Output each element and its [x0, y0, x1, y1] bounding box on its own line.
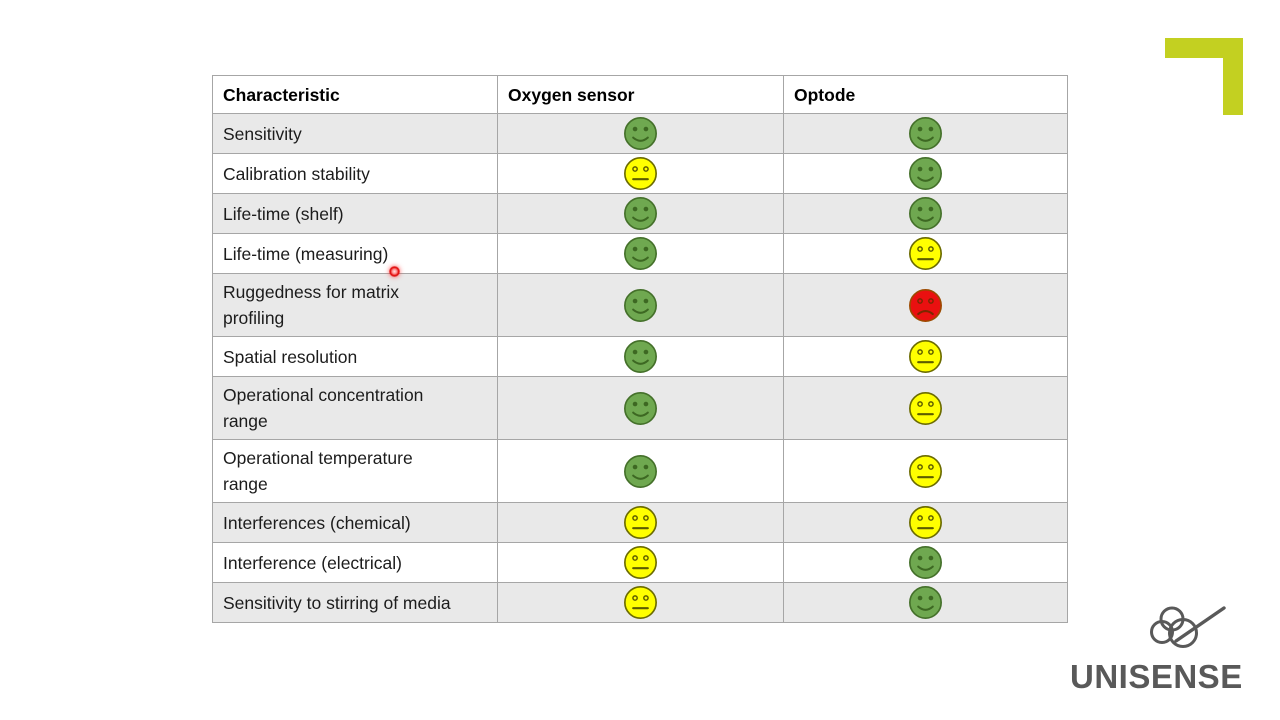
characteristic-cell: Spatial resolution: [212, 336, 498, 377]
characteristic-label: Calibration stability: [223, 163, 370, 184]
yellow-neutral-face-icon: [624, 546, 657, 579]
optode-rating-cell: [783, 542, 1068, 583]
company-logo: UNISENSE: [1068, 598, 1268, 698]
yellow-neutral-face-icon: [909, 237, 942, 270]
green-smiley-face-icon: [624, 197, 657, 230]
company-logo-text: UNISENSE: [1070, 658, 1243, 695]
yellow-neutral-face-icon: [624, 506, 657, 539]
comparison-table-wrap: Characteristic Oxygen sensor Optode Sensit…: [212, 75, 1068, 623]
green-smiley-face-icon: [909, 586, 942, 619]
optode-rating-cell: [783, 376, 1068, 440]
table-row: Operational temperature range: [212, 439, 1068, 503]
green-smiley-face-icon: [624, 340, 657, 373]
characteristic-cell: Sensitivity to stirring of media: [212, 582, 498, 623]
green-smiley-face-icon: [909, 197, 942, 230]
table-row: Spatial resolution: [212, 336, 1068, 377]
oxygen-sensor-rating-cell: [497, 502, 784, 543]
optode-rating-cell: [783, 502, 1068, 543]
green-smiley-face-icon: [624, 454, 657, 488]
table-row: Life-time (shelf): [212, 193, 1068, 234]
yellow-neutral-face-icon: [909, 454, 942, 488]
characteristic-cell: Life-time (shelf): [212, 193, 498, 234]
characteristic-cell: Interferences (chemical): [212, 502, 498, 543]
characteristic-cell: Interference (electrical): [212, 542, 498, 583]
column-header-oxygen-sensor: Oxygen sensor: [497, 75, 784, 114]
yellow-neutral-face-icon: [909, 391, 942, 425]
optode-rating-cell: [783, 233, 1068, 274]
characteristic-label: Operational temperature range: [223, 448, 413, 494]
optode-rating-cell: [783, 582, 1068, 623]
oxygen-sensor-rating-cell: [497, 113, 784, 154]
optode-rating-cell: [783, 336, 1068, 377]
characteristic-label: Operational concentration range: [223, 385, 424, 431]
oxygen-sensor-rating-cell: [497, 439, 784, 503]
column-header-optode: Optode: [783, 75, 1068, 114]
characteristic-cell: Ruggedness for matrix profiling: [212, 273, 498, 337]
yellow-neutral-face-icon: [624, 586, 657, 619]
characteristic-label: Life-time (measuring): [223, 243, 389, 264]
red-frown-face-icon: [909, 288, 942, 322]
characteristic-cell: Life-time (measuring): [212, 233, 498, 274]
oxygen-sensor-rating-cell: [497, 153, 784, 194]
green-smiley-face-icon: [624, 237, 657, 270]
comparison-table: Characteristic Oxygen sensor Optode Sensit…: [212, 75, 1068, 623]
optode-rating-cell: [783, 113, 1068, 154]
green-smiley-face-icon: [624, 391, 657, 425]
optode-rating-cell: [783, 273, 1068, 337]
table-row: Ruggedness for matrix profiling: [212, 273, 1068, 337]
header-row: Characteristic Oxygen sensor Optode: [212, 75, 1068, 114]
corner-bracket-accent: [1165, 38, 1243, 115]
characteristic-label: Life-time (shelf): [223, 203, 344, 224]
laser-pointer-dot: [389, 266, 400, 277]
table-row: Operational concentration range: [212, 376, 1068, 440]
table-row: Interferences (chemical): [212, 502, 1068, 543]
table-row: Sensitivity: [212, 113, 1068, 154]
oxygen-sensor-rating-cell: [497, 376, 784, 440]
unisense-cells-needle-icon: [1150, 606, 1226, 648]
oxygen-sensor-rating-cell: [497, 582, 784, 623]
green-smiley-face-icon: [909, 117, 942, 150]
table-row: Calibration stability: [212, 153, 1068, 194]
characteristic-label: Ruggedness for matrix profiling: [223, 282, 400, 328]
oxygen-sensor-rating-cell: [497, 542, 784, 583]
green-smiley-face-icon: [624, 117, 657, 150]
characteristic-cell: Sensitivity: [212, 113, 498, 154]
characteristic-cell: Operational concentration range: [212, 376, 498, 440]
characteristic-label: Interferences (chemical): [223, 512, 411, 533]
characteristic-label: Sensitivity to stirring of media: [223, 592, 451, 613]
green-smiley-face-icon: [624, 288, 657, 322]
optode-rating-cell: [783, 439, 1068, 503]
characteristic-label: Spatial resolution: [223, 346, 358, 367]
table-row: Interference (electrical): [212, 542, 1068, 583]
table-header: Characteristic Oxygen sensor Optode: [212, 75, 1068, 114]
oxygen-sensor-rating-cell: [497, 336, 784, 377]
green-smiley-face-icon: [909, 157, 942, 190]
yellow-neutral-face-icon: [909, 340, 942, 373]
oxygen-sensor-rating-cell: [497, 193, 784, 234]
table-row: Life-time (measuring): [212, 233, 1068, 274]
optode-rating-cell: [783, 153, 1068, 194]
yellow-neutral-face-icon: [624, 157, 657, 190]
characteristic-label: Interference (electrical): [223, 552, 402, 573]
yellow-neutral-face-icon: [909, 506, 942, 539]
optode-rating-cell: [783, 193, 1068, 234]
green-smiley-face-icon: [909, 546, 942, 579]
oxygen-sensor-rating-cell: [497, 273, 784, 337]
characteristic-label: Sensitivity: [223, 123, 302, 144]
table-body: Sensitivity Calibration stability Life-t…: [212, 113, 1068, 623]
characteristic-cell: Calibration stability: [212, 153, 498, 194]
column-header-characteristic: Characteristic: [212, 75, 498, 114]
table-row: Sensitivity to stirring of media: [212, 582, 1068, 623]
oxygen-sensor-rating-cell: [497, 233, 784, 274]
characteristic-cell: Operational temperature range: [212, 439, 498, 503]
